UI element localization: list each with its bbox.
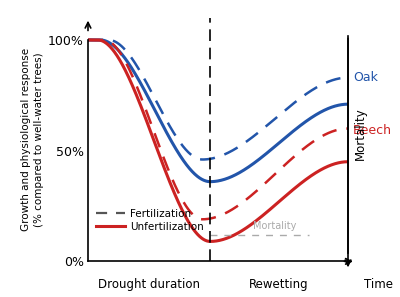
Y-axis label: Growth and physiological response
(% compared to well-water trees): Growth and physiological response (% com… — [20, 48, 44, 231]
Text: Drought duration: Drought duration — [98, 278, 200, 291]
Text: Oak: Oak — [353, 71, 378, 84]
Text: Mortality: Mortality — [253, 222, 296, 231]
Text: Mortality: Mortality — [354, 107, 366, 160]
Text: Time: Time — [364, 278, 393, 291]
Text: Rewetting: Rewetting — [249, 278, 309, 291]
Text: Beech: Beech — [353, 124, 392, 137]
Legend: Fertilization, Unfertilization: Fertilization, Unfertilization — [96, 209, 204, 232]
